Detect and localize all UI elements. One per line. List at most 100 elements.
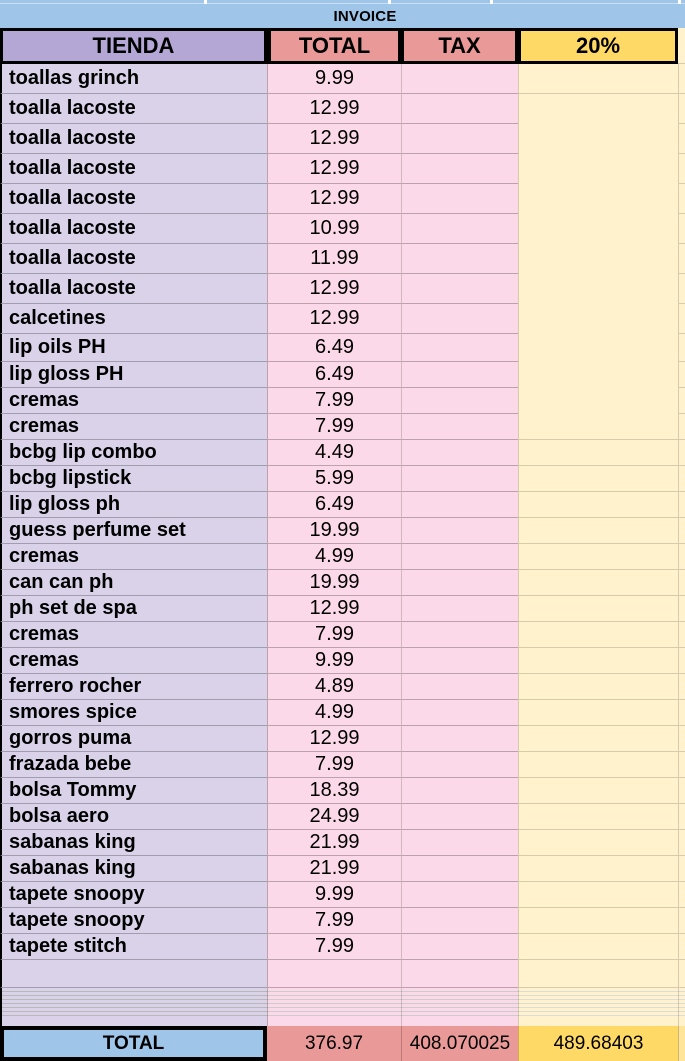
tax-cell[interactable] xyxy=(401,304,518,334)
price-cell[interactable]: 5.99 xyxy=(267,466,401,492)
tax-cell[interactable] xyxy=(401,154,518,184)
tax-cell[interactable] xyxy=(401,622,518,648)
tax-cell[interactable] xyxy=(401,596,518,622)
pct-cell[interactable] xyxy=(518,492,678,518)
item-name-cell[interactable]: frazada bebe xyxy=(0,752,267,778)
tax-cell[interactable] xyxy=(401,700,518,726)
price-cell[interactable]: 24.99 xyxy=(267,804,401,830)
pct-cell[interactable] xyxy=(518,908,678,934)
tax-cell[interactable] xyxy=(401,440,518,466)
price-cell[interactable]: 7.99 xyxy=(267,414,401,440)
item-name-cell[interactable]: ph set de spa xyxy=(0,596,267,622)
pct-cell[interactable] xyxy=(518,856,678,882)
tax-cell[interactable] xyxy=(401,570,518,596)
pct-cell[interactable] xyxy=(518,934,678,960)
footer-subtotal-cell[interactable]: 376.97 xyxy=(267,1026,401,1061)
tax-cell[interactable] xyxy=(401,492,518,518)
price-cell[interactable]: 4.99 xyxy=(267,544,401,570)
pct-cell[interactable] xyxy=(518,124,678,154)
tax-cell[interactable] xyxy=(401,184,518,214)
pct-cell[interactable] xyxy=(518,244,678,274)
pct-cell[interactable] xyxy=(518,274,678,304)
price-cell[interactable]: 12.99 xyxy=(267,274,401,304)
price-cell[interactable]: 4.99 xyxy=(267,700,401,726)
pct-cell[interactable] xyxy=(518,674,678,700)
pct-cell[interactable] xyxy=(518,440,678,466)
price-cell[interactable]: 12.99 xyxy=(267,94,401,124)
tax-cell[interactable] xyxy=(401,856,518,882)
pct-cell[interactable] xyxy=(518,648,678,674)
item-name-cell[interactable]: ferrero rocher xyxy=(0,674,267,700)
item-name-cell[interactable] xyxy=(0,960,267,988)
price-cell[interactable]: 18.39 xyxy=(267,778,401,804)
pct-cell[interactable] xyxy=(518,726,678,752)
tax-cell[interactable] xyxy=(401,934,518,960)
item-name-cell[interactable]: bolsa aero xyxy=(0,804,267,830)
item-name-cell[interactable]: sabanas king xyxy=(0,856,267,882)
item-name-cell[interactable]: tapete snoopy xyxy=(0,882,267,908)
tax-cell[interactable] xyxy=(401,830,518,856)
price-cell[interactable]: 7.99 xyxy=(267,388,401,414)
tax-cell[interactable] xyxy=(401,466,518,492)
tax-cell[interactable] xyxy=(401,362,518,388)
item-name-cell[interactable]: toalla lacoste xyxy=(0,154,267,184)
tax-cell[interactable] xyxy=(401,124,518,154)
item-name-cell[interactable]: toalla lacoste xyxy=(0,244,267,274)
tax-cell[interactable] xyxy=(401,544,518,570)
item-name-cell[interactable]: tapete stitch xyxy=(0,934,267,960)
item-name-cell[interactable]: bcbg lipstick xyxy=(0,466,267,492)
header-tienda-cell[interactable]: TIENDA xyxy=(0,28,267,64)
pct-cell[interactable] xyxy=(518,388,678,414)
price-cell[interactable]: 19.99 xyxy=(267,570,401,596)
pct-cell[interactable] xyxy=(518,334,678,362)
price-cell[interactable]: 21.99 xyxy=(267,830,401,856)
tax-cell[interactable] xyxy=(401,804,518,830)
pct-cell[interactable] xyxy=(518,518,678,544)
item-name-cell[interactable]: toalla lacoste xyxy=(0,94,267,124)
item-name-cell[interactable]: guess perfume set xyxy=(0,518,267,544)
item-name-cell[interactable]: toalla lacoste xyxy=(0,184,267,214)
price-cell[interactable]: 6.49 xyxy=(267,492,401,518)
price-cell[interactable]: 19.99 xyxy=(267,518,401,544)
price-cell[interactable]: 11.99 xyxy=(267,244,401,274)
price-cell[interactable]: 12.99 xyxy=(267,726,401,752)
header-20pct-cell[interactable]: 20% xyxy=(518,28,678,64)
item-name-cell[interactable]: toallas grinch xyxy=(0,64,267,94)
item-name-cell[interactable]: gorros puma xyxy=(0,726,267,752)
pct-cell[interactable] xyxy=(518,804,678,830)
price-cell[interactable]: 4.49 xyxy=(267,440,401,466)
item-name-cell[interactable]: calcetines xyxy=(0,304,267,334)
tax-cell[interactable] xyxy=(401,274,518,304)
item-name-cell[interactable]: cremas xyxy=(0,414,267,440)
price-cell[interactable]: 10.99 xyxy=(267,214,401,244)
price-cell[interactable]: 7.99 xyxy=(267,934,401,960)
pct-cell[interactable] xyxy=(518,544,678,570)
tax-cell[interactable] xyxy=(401,674,518,700)
item-name-cell[interactable]: cremas xyxy=(0,388,267,414)
footer-total-label-cell[interactable]: TOTAL xyxy=(0,1026,267,1061)
pct-cell[interactable] xyxy=(518,960,678,988)
item-name-cell[interactable]: bcbg lip combo xyxy=(0,440,267,466)
price-cell[interactable]: 21.99 xyxy=(267,856,401,882)
price-cell[interactable]: 12.99 xyxy=(267,304,401,334)
item-name-cell[interactable]: toalla lacoste xyxy=(0,214,267,244)
item-name-cell[interactable]: smores spice xyxy=(0,700,267,726)
tax-cell[interactable] xyxy=(401,908,518,934)
price-cell[interactable]: 9.99 xyxy=(267,648,401,674)
item-name-cell[interactable]: cremas xyxy=(0,648,267,674)
price-cell[interactable]: 12.99 xyxy=(267,596,401,622)
pct-cell[interactable] xyxy=(518,882,678,908)
price-cell[interactable]: 9.99 xyxy=(267,882,401,908)
price-cell[interactable]: 12.99 xyxy=(267,124,401,154)
pct-cell[interactable] xyxy=(518,752,678,778)
pct-cell[interactable] xyxy=(518,184,678,214)
item-name-cell[interactable]: toalla lacoste xyxy=(0,274,267,304)
item-name-cell[interactable]: sabanas king xyxy=(0,830,267,856)
header-tax-cell[interactable]: TAX xyxy=(401,28,518,64)
tax-cell[interactable] xyxy=(401,388,518,414)
tax-cell[interactable] xyxy=(401,214,518,244)
item-name-cell[interactable]: lip gloss ph xyxy=(0,492,267,518)
tax-cell[interactable] xyxy=(401,778,518,804)
pct-cell[interactable] xyxy=(518,778,678,804)
price-cell[interactable]: 7.99 xyxy=(267,622,401,648)
